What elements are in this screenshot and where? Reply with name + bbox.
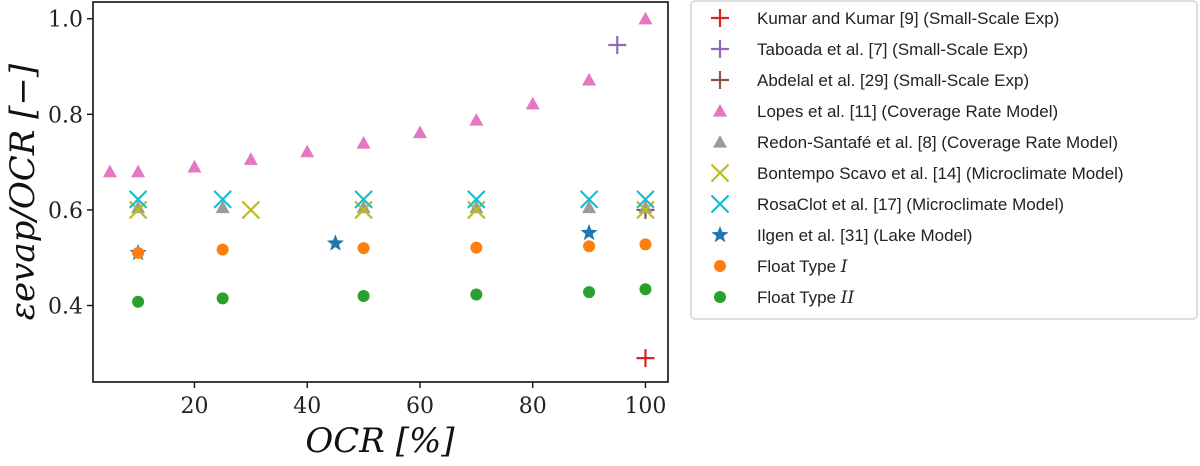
legend-label-text: Float Type (757, 257, 841, 276)
data-point-series-3 (131, 164, 146, 178)
legend-marker-4 (713, 135, 727, 148)
data-point-series-4 (356, 200, 371, 214)
data-point-series-3 (525, 96, 540, 110)
data-point-series-0 (636, 349, 655, 368)
data-point-series-5 (241, 200, 261, 220)
legend-marker-0 (711, 9, 729, 27)
data-point-series-9 (639, 283, 652, 296)
legend-marker-3 (713, 104, 727, 117)
data-point-series-8 (357, 242, 370, 255)
data-point-series-3 (243, 152, 258, 165)
x-tick-label: 40 (293, 394, 321, 419)
y-tick-label: 0.8 (48, 103, 83, 128)
data-point-series-3 (300, 144, 315, 158)
legend-label-italic: I (840, 257, 848, 277)
data-point-series-4 (131, 200, 146, 214)
data-point-series-3 (412, 125, 427, 139)
data-point-series-6 (579, 190, 599, 209)
legend-marker-5 (710, 163, 730, 183)
data-point-series-9 (583, 286, 596, 299)
data-point-series-4 (215, 200, 230, 214)
legend-entry-label: Kumar and Kumar [9] (Small-Scale Exp) (757, 9, 1059, 28)
legend-entry-label: Float Type I (757, 257, 848, 277)
data-point-series-1 (608, 36, 627, 55)
data-point-series-8 (639, 238, 652, 251)
data-point-series-9 (357, 289, 370, 302)
legend-entry-label: Bontempo Scavo et al. [14] (Microclimate… (757, 164, 1124, 183)
data-point-series-4 (469, 200, 484, 214)
x-axis-label: OCR [%] (305, 421, 455, 461)
legend-marker-9 (714, 291, 726, 303)
x-tick-label: 100 (624, 394, 666, 419)
legend-frame (690, 0, 1198, 320)
data-point-series-9 (132, 295, 145, 308)
data-point-series-3 (638, 11, 653, 25)
legend-marker-7 (711, 226, 729, 243)
data-point-series-3 (102, 164, 117, 178)
y-tick-label: 0.4 (48, 295, 83, 320)
legend-label-italic: II (840, 288, 855, 308)
legend-marker-2 (711, 71, 729, 89)
legend-marker-6 (710, 194, 730, 214)
x-axis-ticks: 20 40 60 80 100 (180, 382, 666, 419)
plot-frame (92, 1, 669, 383)
data-point-series-8 (470, 241, 483, 254)
y-tick-label: 0.6 (48, 199, 83, 224)
legend-entry-label: Redon-Santafé et al. [8] (Coverage Rate … (757, 133, 1118, 152)
data-point-series-3 (187, 159, 202, 173)
y-axis-ticks: 0.4 0.6 0.8 1.0 (48, 8, 93, 320)
data-point-series-3 (356, 136, 371, 149)
x-tick-label: 80 (519, 394, 547, 419)
data-point-series-6 (128, 190, 148, 209)
legend-label-text: Float Type (757, 288, 841, 307)
data-point-series-7 (580, 223, 598, 241)
data-point-series-4 (638, 200, 653, 214)
data-point-series-7 (326, 234, 344, 251)
y-tick-label: 1.0 (48, 8, 83, 33)
data-point-series-8 (583, 240, 596, 253)
data-point-series-6 (354, 190, 373, 209)
legend-entry-label: RosaClot et al. [17] (Microclimate Model… (757, 195, 1064, 214)
y-axis-label: εevap/OCR [−] (3, 63, 43, 320)
data-point-series-6 (213, 190, 232, 209)
data-point-series-3 (469, 113, 484, 126)
x-tick-label: 20 (180, 394, 208, 419)
legend-entry-label: Abdelal et al. [29] (Small-Scale Exp) (757, 71, 1029, 90)
data-point-series-4 (582, 200, 597, 214)
legend-entry-label: Float Type II (757, 288, 855, 308)
data-point-series-9 (470, 288, 483, 301)
data-point-series-6 (467, 190, 486, 209)
data-point-series-8 (216, 243, 229, 256)
data-point-series-3 (582, 72, 597, 86)
legend-entry-label: Ilgen et al. [31] (Lake Model) (757, 226, 972, 245)
x-tick-label: 60 (406, 394, 434, 419)
legend-marker-8 (714, 260, 726, 272)
legend: Kumar and Kumar [9] (Small-Scale Exp) Tab… (710, 9, 1124, 308)
data-point-series-9 (216, 292, 229, 305)
data-point-series-8 (132, 246, 145, 259)
legend-entry-label: Lopes et al. [11] (Coverage Rate Model) (757, 102, 1058, 121)
data-point-series-6 (636, 190, 655, 209)
legend-marker-1 (711, 40, 729, 58)
legend-entry-label: Taboada et al. [7] (Small-Scale Exp) (757, 40, 1028, 59)
data-points (102, 11, 655, 368)
